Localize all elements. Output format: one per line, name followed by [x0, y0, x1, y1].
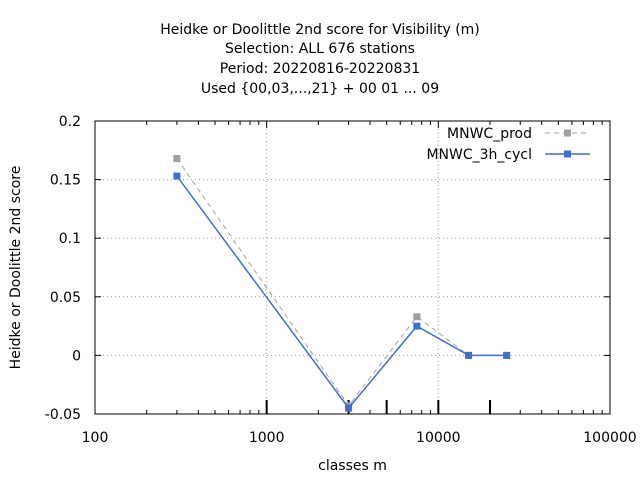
series-point [503, 351, 511, 359]
series-line-mnwc-prod [176, 158, 507, 407]
legend-label: MNWC_prod [447, 126, 532, 142]
class-markers [265, 400, 492, 414]
x-tick-label: 10000 [416, 430, 461, 446]
title-line-1: Heidke or Doolittle 2nd score for Visibi… [160, 22, 480, 38]
series-point [173, 155, 181, 163]
x-axis-label: classes m [318, 458, 387, 474]
y-axis: -0.05 0 0.05 0.1 0.15 0.2 [45, 114, 610, 423]
x-tick-label: 100 [82, 430, 109, 446]
title-line-4: Used {00,03,...,21} + 00 01 ... 09 [200, 81, 440, 97]
series-layer [173, 155, 511, 412]
series-line-mnwc-3h-cycl [176, 175, 507, 410]
x-tick-label: 100000 [583, 430, 636, 446]
y-tick-label: 0.05 [50, 290, 81, 306]
legend-marker [564, 129, 571, 137]
x-axis: 100 1000 10000 100000 [82, 121, 637, 446]
series-point [413, 313, 421, 321]
y-tick-label: 0.15 [50, 173, 81, 189]
series-point [173, 172, 181, 180]
y-tick-label: 0.2 [59, 114, 81, 130]
plot-frame [94, 120, 611, 415]
y-axis-label: Heidke or Doolittle 2nd score [8, 166, 24, 370]
title-line-3: Period: 20220816-20220831 [219, 61, 421, 77]
legend-marker [564, 150, 571, 158]
grid [95, 121, 610, 414]
series-point [465, 351, 473, 359]
y-tick-label: 0.1 [59, 231, 81, 247]
x-tick-label: 1000 [249, 430, 285, 446]
series-point [345, 404, 353, 412]
y-tick-label: -0.05 [45, 407, 81, 423]
title-line-2: Selection: ALL 676 stations [225, 41, 415, 57]
legend: MNWC_prod MNWC_3h_cycl [426, 126, 590, 163]
legend-label: MNWC_3h_cycl [426, 147, 532, 163]
series-point [413, 322, 421, 330]
y-tick-label: 0 [72, 348, 81, 364]
